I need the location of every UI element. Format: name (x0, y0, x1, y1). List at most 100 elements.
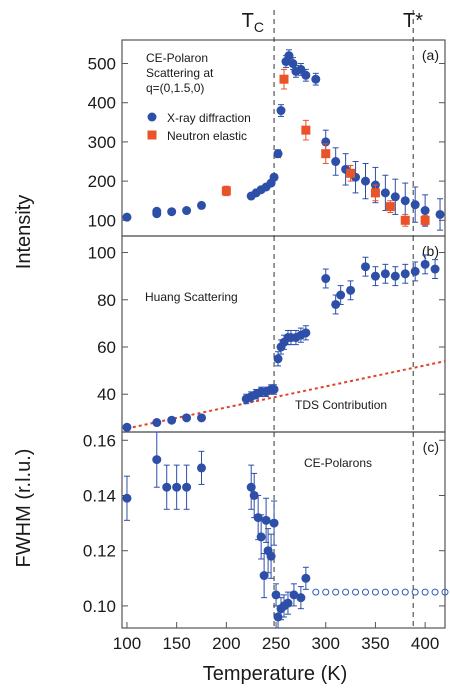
xray-point (261, 515, 271, 525)
xray-point (162, 482, 172, 492)
xray-point (269, 384, 279, 394)
intensity-ylabel: Intensity (13, 195, 35, 269)
x-tick-label: 200 (212, 634, 240, 653)
open-point (411, 588, 419, 596)
y-tick-label: 60 (97, 338, 116, 357)
open-point (312, 588, 320, 596)
y-tick-label: 300 (88, 133, 116, 152)
tds-line (126, 360, 446, 430)
xray-point (266, 551, 276, 561)
neutron-point (279, 74, 289, 84)
open-point (391, 588, 399, 596)
xray-point (346, 285, 356, 295)
panel-label: (b) (422, 243, 439, 259)
xray-point (253, 513, 263, 523)
xray-point (296, 593, 306, 603)
xray-point (321, 274, 331, 284)
x-tick-label: 250 (262, 634, 290, 653)
x-axis-label: Temperature (K) (203, 663, 348, 685)
xray-point (360, 262, 370, 272)
xray-point (122, 493, 132, 503)
open-point (381, 588, 389, 596)
xray-point (289, 590, 299, 600)
tds-label: TDS Contribution (295, 398, 387, 412)
xray-point (273, 612, 283, 622)
xray-point (380, 269, 390, 279)
xray-point (249, 490, 259, 500)
y-tick-label: 100 (88, 211, 116, 230)
x-tick-label: 400 (411, 634, 439, 653)
xray-point (256, 532, 266, 542)
xray-point (380, 188, 390, 198)
open-point (401, 588, 409, 596)
xray-point (301, 70, 311, 80)
xray-point (122, 422, 132, 432)
xray-point (336, 290, 346, 300)
xray-point (182, 482, 192, 492)
neutron-point (420, 215, 430, 225)
xray-point (152, 206, 162, 216)
xray-point (269, 518, 279, 528)
open-point (322, 588, 330, 596)
xray-point (122, 212, 132, 222)
x-tick-label: 150 (162, 634, 190, 653)
xray-point (400, 196, 410, 206)
xray-point (301, 328, 311, 338)
xray-point (311, 74, 321, 84)
x-tick-label: 100 (113, 634, 141, 653)
xray-point (197, 413, 207, 423)
open-point (441, 588, 449, 596)
neutron-point (370, 188, 380, 198)
legend-neutron-marker (147, 130, 157, 140)
xray-point (167, 415, 177, 425)
xray-point (197, 463, 207, 473)
neutron-point (221, 186, 231, 196)
y-tick-label: 40 (97, 385, 116, 404)
legend-xray-label: X-ray diffraction (167, 111, 251, 125)
xray-point (273, 149, 283, 159)
y-tick-label: 0.10 (83, 597, 116, 616)
xray-point (370, 271, 380, 281)
xray-point (246, 482, 256, 492)
annotation: CE-Polarons (304, 456, 372, 470)
neutron-point (400, 215, 410, 225)
xray-point (167, 207, 177, 217)
xray-point (269, 172, 279, 182)
neutron-point (301, 125, 311, 135)
annotation: CE-Polaron (146, 51, 208, 65)
xray-point (390, 271, 400, 281)
xray-point (284, 51, 294, 61)
xray-point (420, 206, 430, 216)
y-tick-label: 0.14 (83, 486, 116, 505)
open-point (371, 588, 379, 596)
xray-point (276, 106, 286, 116)
open-point (332, 588, 340, 596)
legend-xray-marker (147, 112, 157, 122)
annotation: Scattering at (146, 66, 214, 80)
xray-point (259, 571, 269, 581)
y-tick-label: 0.12 (83, 542, 116, 561)
xray-point (420, 259, 430, 269)
xray-point (331, 157, 341, 167)
neutron-point (385, 202, 395, 212)
panel-c: 0.10 0.12 0.14 0.16 (c) CE-Polarons 100 150 200 2… (83, 431, 449, 653)
panel-b: 40 60 80 100 (b) Huang Scattering TDS Contribu… (88, 235, 446, 433)
tc-label: TC (242, 10, 264, 35)
xray-point (331, 299, 341, 309)
x-tick-label: 350 (361, 634, 389, 653)
xray-point (182, 206, 192, 216)
annotation: q=(0,1.5,0) (146, 81, 204, 95)
xray-point (410, 266, 420, 276)
open-point (431, 588, 439, 596)
xray-point (296, 64, 306, 74)
open-point (342, 588, 350, 596)
xray-point (301, 573, 311, 583)
xray-point (400, 269, 410, 279)
panel-frame (121, 235, 446, 433)
xray-point (182, 413, 192, 423)
xray-point (283, 598, 293, 608)
svg-text:TC: TC (242, 10, 264, 35)
neutron-point (321, 149, 331, 159)
